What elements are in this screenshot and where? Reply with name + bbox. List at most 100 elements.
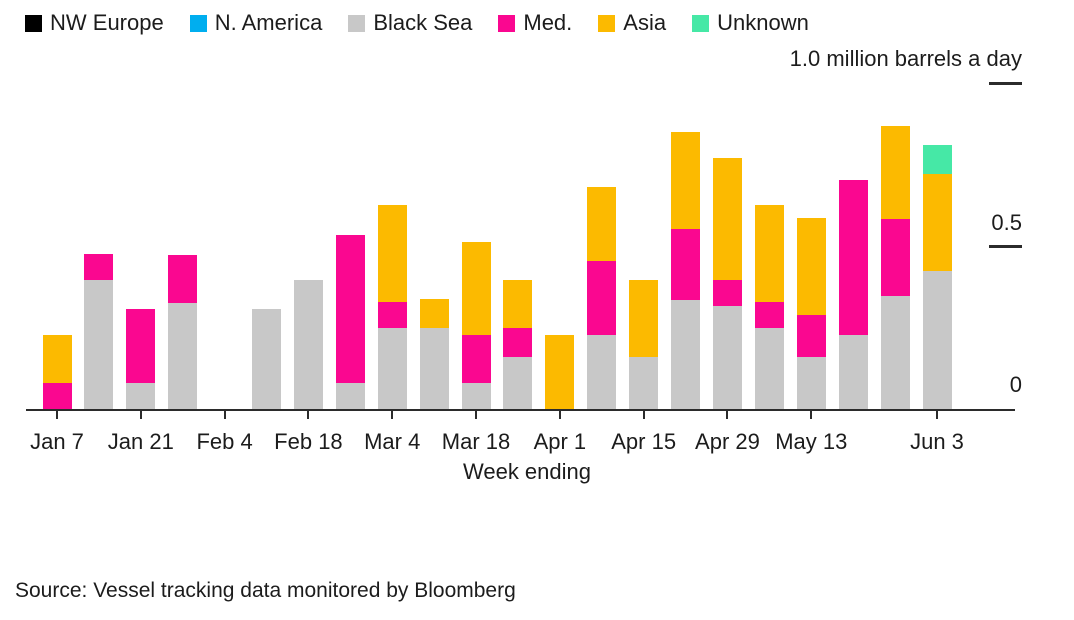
bar-segment-black-sea-feb-11 — [252, 309, 282, 409]
legend-label: Med. — [523, 10, 573, 35]
legend-swatch-icon — [598, 14, 616, 32]
x-axis-label-jun-3: Jun 3 — [910, 429, 964, 454]
x-axis-label-jan-21: Jan 21 — [107, 429, 174, 454]
x-axis-tick — [307, 411, 310, 419]
x-axis-tick — [936, 411, 938, 419]
bar-segment-asia-may-13 — [796, 218, 826, 315]
legend-swatch-icon — [348, 14, 366, 32]
bar-segment-asia-mar-4 — [377, 205, 407, 302]
bar-segment-med--may-27 — [880, 219, 910, 296]
bar-segment-asia-apr-29 — [712, 158, 742, 280]
bar-segment-black-sea-apr-8 — [587, 335, 617, 409]
bar-segment-asia-mar-18 — [461, 242, 491, 335]
bar-segment-asia-jan-7 — [42, 335, 72, 383]
x-axis-tick — [558, 411, 561, 419]
x-axis-label-feb-4: Feb 4 — [196, 429, 253, 454]
x-axis-label-mar-4: Mar 4 — [364, 429, 421, 454]
x-axis-line — [26, 409, 1015, 411]
bar-segment-black-sea-apr-22 — [671, 300, 701, 409]
bar-segment-asia-jun-3 — [922, 174, 952, 271]
x-axis-label-apr-1: Apr 1 — [533, 429, 587, 454]
legend-swatch-icon — [189, 14, 207, 32]
legend-label: NW Europe — [50, 10, 164, 35]
bar-segment-med--jan-28 — [168, 255, 198, 303]
bar-segment-asia-mar-25 — [503, 280, 533, 328]
bar-segment-black-sea-may-27 — [880, 296, 910, 409]
bar-segment-black-sea-mar-18 — [461, 383, 491, 409]
bar-segment-med--jan-21 — [126, 309, 156, 383]
bar-segment-med--feb-25 — [335, 235, 365, 383]
legend-label: Asia — [623, 10, 667, 35]
bar-segment-black-sea-may-20 — [838, 335, 868, 409]
bar-segment-med--apr-8 — [587, 261, 617, 335]
x-axis-tick — [810, 411, 813, 419]
x-axis-label-apr-15: Apr 15 — [611, 429, 677, 454]
bar-segment-asia-apr-15 — [629, 280, 659, 357]
bar-segment-black-sea-mar-11 — [419, 328, 449, 409]
bar-segment-black-sea-feb-25 — [335, 383, 365, 409]
bar-segment-unknown-jun-3 — [922, 145, 952, 174]
bar-segment-black-sea-jan-21 — [126, 383, 156, 409]
bar-segment-black-sea-apr-29 — [712, 306, 742, 409]
legend-item-black-sea: Black Sea — [348, 11, 472, 35]
bar-segment-black-sea-mar-4 — [377, 328, 407, 409]
bar-segment-med--jan-7 — [42, 383, 72, 409]
bar-segment-black-sea-jun-3 — [922, 271, 952, 409]
bar-segment-black-sea-may-13 — [796, 357, 826, 409]
x-axis-label-mar-18: Mar 18 — [441, 429, 511, 454]
x-axis-label-feb-18: Feb 18 — [274, 429, 343, 454]
legend-label: Black Sea — [373, 10, 473, 35]
x-axis-title: Week ending — [462, 459, 591, 484]
x-axis-label-may-13: May 13 — [775, 429, 848, 454]
x-axis-tick — [642, 411, 645, 419]
legend-item-n-america: N. America — [189, 10, 323, 35]
bar-segment-asia-apr-22 — [671, 132, 701, 229]
bar-segment-asia-may-6 — [754, 205, 784, 302]
bar-segment-asia-apr-1 — [545, 335, 575, 409]
bar-segment-black-sea-apr-15 — [629, 357, 659, 409]
bar-segment-black-sea-jan-28 — [168, 303, 198, 409]
bar-segment-med--apr-22 — [671, 229, 701, 300]
y-tick-1.0 — [989, 82, 1022, 85]
bar-segment-med--mar-4 — [377, 302, 407, 328]
legend-swatch-icon — [498, 14, 516, 32]
bar-segment-asia-may-27 — [880, 126, 910, 219]
legend: NW Europe N. America Black Sea Med. Asia Unkn… — [25, 11, 809, 35]
x-axis-label-jan-7: Jan 7 — [30, 429, 84, 454]
bar-segment-asia-apr-8 — [587, 187, 617, 261]
x-axis-tick — [391, 411, 394, 419]
legend-item-asia: Asia — [598, 11, 666, 35]
source-note: Source: Vessel tracking data monitored b… — [15, 579, 516, 602]
legend-label: Unknown — [717, 10, 809, 35]
bar-segment-med--apr-29 — [712, 280, 742, 306]
legend-swatch-icon — [692, 14, 710, 32]
bar-segment-med--mar-25 — [503, 328, 533, 357]
bar-segment-black-sea-may-6 — [754, 328, 784, 409]
bar-segment-med--may-6 — [754, 302, 784, 328]
bar-segment-black-sea-jan-14 — [84, 280, 114, 409]
y-tick-label-0: 0 — [1009, 372, 1022, 397]
bar-segment-black-sea-mar-25 — [503, 357, 533, 409]
legend-item-unknown: Unknown — [692, 11, 809, 35]
x-axis-tick — [475, 411, 478, 419]
legend-item-nw-europe: NW Europe — [25, 11, 164, 35]
y-tick-label-0.5: 0.5 — [991, 210, 1022, 235]
x-axis-tick — [223, 411, 226, 419]
bar-segment-med--may-13 — [796, 315, 826, 357]
bar-segment-med--may-20 — [838, 180, 868, 335]
y-tick-0.5 — [989, 245, 1022, 248]
bar-segment-black-sea-feb-18 — [293, 280, 323, 409]
x-axis-label-apr-29: Apr 29 — [695, 429, 760, 454]
x-axis-tick — [139, 411, 142, 419]
y-axis-unit-label: 1.0 million barrels a day — [789, 46, 1022, 71]
legend-label: N. America — [214, 10, 323, 35]
legend-swatch-icon — [25, 14, 42, 32]
x-axis-tick — [56, 411, 58, 419]
x-axis-tick — [726, 411, 729, 419]
legend-item-med-: Med. — [498, 11, 572, 35]
bar-segment-med--jan-14 — [84, 254, 114, 280]
bar-segment-asia-mar-11 — [419, 299, 449, 328]
bar-segment-med--mar-18 — [461, 335, 491, 383]
